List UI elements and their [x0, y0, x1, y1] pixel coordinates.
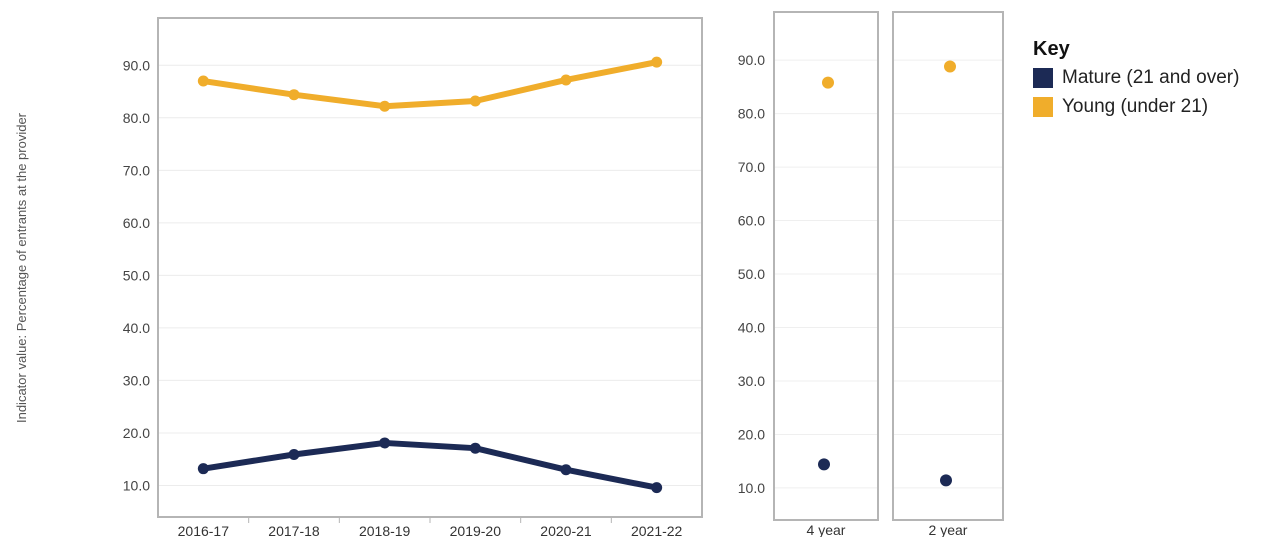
legend-label-mature: Mature (21 and over) [1062, 66, 1240, 88]
panel-y-tick-label: 80.0 [738, 106, 765, 122]
data-point [469, 95, 481, 107]
legend-swatch-young [1033, 96, 1053, 117]
legend-label-young: Young (under 21) [1062, 95, 1209, 117]
legend-item-young: Young (under 21) [1033, 92, 1239, 121]
data-point [651, 482, 663, 494]
x-tick-label: 2018-19 [359, 523, 411, 537]
data-point [379, 100, 391, 112]
legend-item-mature: Mature (21 and over) [1033, 63, 1239, 92]
y-tick-label: 60.0 [123, 215, 150, 231]
data-point [197, 75, 209, 87]
x-tick-label: 2020-21 [540, 523, 592, 537]
panel-y-tick-label: 50.0 [738, 266, 765, 282]
panel-point [822, 76, 834, 89]
y-tick-label: 90.0 [123, 57, 150, 73]
y-tick-label: 70.0 [123, 162, 150, 178]
panel-y-tick-label: 20.0 [738, 426, 765, 442]
x-tick-label: 2021-22 [631, 523, 683, 537]
panel-label: 4 year [807, 522, 846, 537]
panel-y-tick-label: 90.0 [738, 52, 765, 68]
y-tick-label: 10.0 [123, 477, 150, 493]
data-point [560, 464, 572, 476]
y-tick-label: 40.0 [123, 320, 150, 336]
series-line-mature [200, 439, 660, 491]
panel-y-tick-label: 60.0 [738, 213, 765, 229]
plot-frame [157, 17, 703, 518]
series-line-young [200, 59, 660, 110]
legend: Key Mature (21 and over) Young (under 21… [1033, 38, 1239, 121]
panel-point [944, 60, 956, 73]
panel-y-tick-label: 70.0 [738, 159, 765, 175]
panel-frame [773, 11, 879, 521]
data-point [560, 74, 572, 86]
y-tick-label: 80.0 [123, 110, 150, 126]
legend-swatch-mature [1033, 67, 1053, 88]
x-tick-label: 2017-18 [268, 523, 320, 537]
panel-point [818, 458, 830, 471]
data-point [288, 89, 300, 101]
data-point [288, 448, 300, 460]
y-tick-label: 50.0 [123, 267, 150, 283]
panel-y-tick-label: 10.0 [738, 480, 765, 496]
panel-label: 2 year [929, 522, 968, 537]
panel-y-tick-label: 30.0 [738, 373, 765, 389]
data-point [197, 463, 209, 475]
y-axis-title: Indicator value: Percentage of entrants … [14, 112, 29, 423]
panel-frame [892, 11, 1004, 521]
data-point [379, 437, 391, 449]
data-point [651, 56, 663, 68]
x-tick-label: 2016-17 [178, 523, 230, 537]
data-point [469, 442, 481, 454]
panel-y-tick-label: 40.0 [738, 319, 765, 335]
x-tick-label: 2019-20 [450, 523, 502, 537]
panel-point [940, 474, 952, 487]
y-tick-label: 30.0 [123, 372, 150, 388]
y-tick-label: 20.0 [123, 425, 150, 441]
legend-title: Key [1033, 38, 1070, 60]
